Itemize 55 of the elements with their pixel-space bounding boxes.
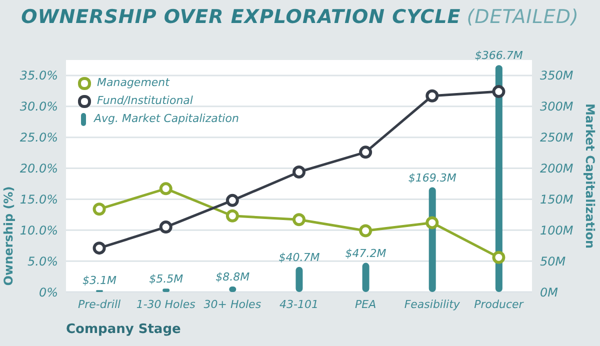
- point: [92, 202, 106, 216]
- y-tick-label: 0%: [38, 285, 58, 300]
- legend-label: Management: [97, 75, 170, 91]
- y-tick-label: 5.0%: [28, 254, 58, 268]
- data-label: $3.1M: [82, 274, 117, 288]
- x-tick-label: Feasibility: [404, 298, 460, 311]
- x-tick-label: Producer: [474, 298, 525, 311]
- y2-tick-label: 300M: [540, 100, 574, 114]
- y2-axis-title: Market Capitalization: [582, 103, 597, 249]
- bar: [296, 266, 303, 292]
- bar: [362, 262, 370, 292]
- y-tick-label: 35.0%: [20, 68, 58, 83]
- point: [226, 194, 239, 207]
- y2-tick-label: 50M: [540, 254, 566, 268]
- y-tick-label: 20.0%: [20, 162, 58, 176]
- y2-tick-label: 150M: [540, 192, 574, 206]
- point: [426, 89, 439, 102]
- data-label: $5.5M: [149, 272, 184, 286]
- data-label: $169.3M: [408, 171, 457, 184]
- y2-tick-label: 250M: [540, 130, 574, 145]
- data-label: $8.8M: [216, 270, 250, 284]
- y2-tick-label: 350M: [540, 68, 574, 83]
- y2-tick-label: 200M: [540, 162, 574, 176]
- y2-tick-label: 0M: [540, 285, 559, 300]
- point: [492, 85, 506, 98]
- point: [359, 224, 372, 238]
- y-tick-label: 10.0%: [20, 223, 58, 238]
- point: [292, 213, 306, 226]
- x-tick-label: 43-101: [280, 298, 318, 311]
- y-tick-label: 25.0%: [20, 130, 58, 145]
- point: [426, 216, 439, 230]
- x-axis-title: Company Stage: [66, 322, 181, 337]
- y2-tick-label: 100M: [540, 223, 574, 238]
- x-tick-label: PEA: [355, 298, 376, 311]
- data-label: $366.7M: [474, 49, 524, 62]
- data-label: $40.7M: [278, 250, 320, 264]
- point: [359, 146, 372, 159]
- point: [292, 165, 306, 178]
- legend-label: Fund/Institutional: [97, 93, 193, 109]
- point: [159, 182, 172, 196]
- chart-subtitle: (DETAILED): [466, 6, 579, 28]
- bar: [162, 288, 170, 292]
- point: [159, 220, 172, 234]
- point: [492, 250, 506, 264]
- y-tick-label: 15.0%: [20, 192, 58, 206]
- chart-title: OWNERSHIP OVER EXPLORATION CYCLE: [21, 6, 461, 28]
- x-tick-label: 1-30 Holes: [136, 298, 196, 311]
- y-tick-label: 30.0%: [20, 100, 58, 114]
- x-tick-label: Pre-drill: [78, 298, 121, 311]
- data-label: $47.2M: [345, 246, 387, 260]
- point: [92, 242, 106, 255]
- y-axis-title: Ownership (%): [1, 186, 16, 286]
- legend-label: Avg. Market Capitalization: [94, 111, 239, 127]
- x-tick-label: 30+ Holes: [204, 298, 262, 311]
- point: [226, 209, 239, 222]
